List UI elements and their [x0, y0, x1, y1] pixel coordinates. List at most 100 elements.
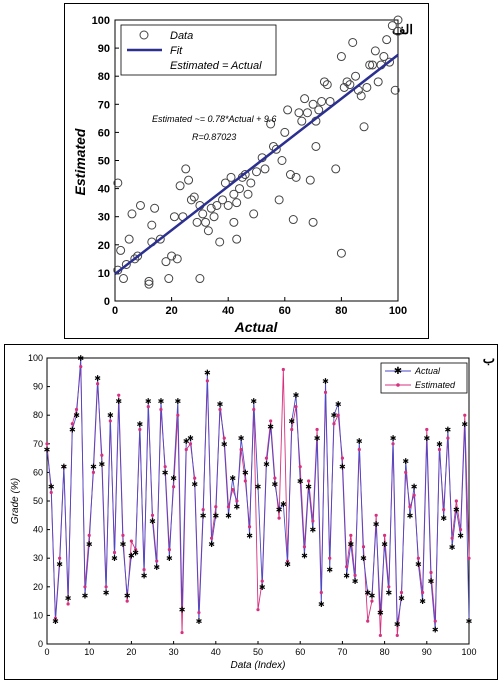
point-estimated — [277, 516, 281, 520]
point-estimated — [273, 476, 277, 480]
data-point — [212, 200, 222, 210]
point-estimated — [404, 470, 408, 474]
point-actual: ✱ — [200, 511, 207, 520]
x-tick-label: 10 — [84, 647, 94, 657]
point-actual: ✱ — [394, 620, 401, 629]
point-estimated — [252, 407, 256, 412]
data-point — [351, 71, 361, 81]
x-tick-label: 100 — [389, 305, 407, 317]
point-estimated — [319, 590, 323, 595]
y-axis-label: Grade (%) — [10, 478, 21, 524]
point-actual: ✱ — [225, 511, 232, 520]
point-estimated — [180, 630, 184, 635]
point-actual: ✱ — [86, 540, 93, 549]
data-point — [373, 77, 383, 87]
point-estimated — [458, 528, 463, 532]
point-estimated — [450, 536, 454, 540]
point-estimated — [62, 465, 66, 469]
data-point — [246, 178, 256, 188]
point-estimated — [146, 405, 150, 409]
data-point — [359, 122, 369, 132]
data-point — [322, 80, 332, 90]
point-estimated — [100, 453, 104, 457]
point-actual: ✱ — [90, 463, 97, 472]
point-estimated — [437, 447, 442, 452]
data-point — [249, 209, 259, 219]
point-estimated — [399, 590, 404, 595]
data-point — [297, 116, 307, 126]
point-actual: ✱ — [407, 511, 414, 520]
y-tick-label: 70 — [33, 439, 43, 449]
data-point — [370, 46, 380, 56]
data-point — [294, 108, 304, 118]
data-point — [235, 184, 245, 194]
panel-label: ب — [483, 351, 495, 366]
data-point — [252, 167, 261, 177]
point-estimated — [138, 427, 142, 432]
point-estimated — [117, 393, 121, 397]
data-point — [127, 209, 137, 219]
data-point — [305, 175, 315, 185]
point-estimated — [298, 465, 302, 469]
point-actual: ✱ — [149, 517, 156, 526]
point-estimated — [53, 616, 58, 620]
data-point — [243, 189, 253, 199]
x-tick-label: 60 — [295, 647, 305, 657]
point-actual: ✱ — [301, 551, 308, 560]
point-actual: ✱ — [436, 440, 443, 449]
point-actual: ✱ — [99, 460, 106, 469]
point-actual: ✱ — [310, 526, 317, 535]
point-estimated — [49, 490, 53, 495]
point-estimated — [45, 442, 49, 446]
point-estimated — [285, 559, 290, 563]
y-tick-label: 50 — [33, 496, 43, 506]
data-point — [223, 200, 233, 210]
data-point — [277, 156, 287, 165]
point-actual: ✱ — [179, 606, 186, 615]
data-point — [133, 251, 143, 261]
correlation-label: R=0.87023 — [192, 132, 236, 142]
point-estimated — [383, 533, 387, 537]
data-point — [387, 21, 397, 31]
data-point — [283, 105, 293, 115]
point-estimated — [193, 476, 197, 480]
data-point — [161, 257, 171, 267]
point-estimated — [264, 456, 269, 460]
data-point — [226, 172, 236, 182]
point-actual: ✱ — [238, 434, 245, 443]
point-estimated — [311, 519, 315, 523]
point-actual: ✱ — [373, 520, 380, 529]
data-point — [336, 248, 346, 258]
legend-label-fit: Fit — [170, 45, 183, 57]
point-estimated — [231, 487, 235, 492]
x-tick-label: 50 — [253, 647, 263, 657]
point-actual: ✱ — [360, 554, 367, 563]
y-tick-label: 60 — [33, 467, 43, 477]
point-actual: ✱ — [196, 617, 203, 626]
data-point — [271, 144, 281, 154]
data-point — [164, 274, 174, 284]
point-estimated — [328, 556, 332, 560]
y-tick-label: 80 — [98, 71, 110, 83]
data-point — [192, 217, 202, 227]
data-point — [175, 181, 185, 191]
point-actual: ✱ — [322, 377, 329, 386]
point-estimated — [256, 608, 260, 612]
point-estimated — [357, 447, 361, 452]
point-estimated — [66, 602, 70, 606]
point-actual: ✱ — [457, 531, 464, 540]
point-estimated — [378, 633, 382, 638]
point-estimated — [83, 585, 87, 589]
point-actual: ✱ — [263, 460, 270, 469]
point-estimated — [74, 407, 79, 412]
legend-label-actual: Actual — [414, 366, 441, 376]
y-tick-label: 10 — [33, 610, 43, 620]
point-estimated — [163, 465, 167, 469]
data-point — [169, 212, 179, 222]
y-tick-label: 50 — [98, 156, 110, 168]
point-actual: ✱ — [52, 617, 59, 626]
data-point — [181, 164, 191, 174]
point-actual: ✱ — [259, 583, 266, 592]
point-estimated — [96, 382, 100, 386]
point-actual: ✱ — [183, 437, 190, 446]
